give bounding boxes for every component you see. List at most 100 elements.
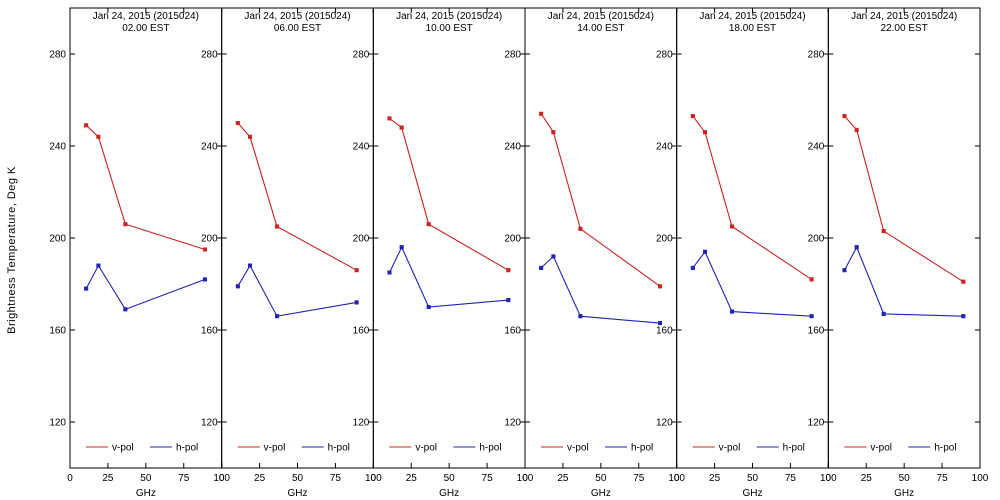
series-h-pol-marker: [84, 286, 89, 291]
x-tick-label: 50: [747, 473, 759, 484]
series-h-pol-line: [85, 264, 206, 310]
y-tick-label: 240: [504, 142, 521, 153]
plot-box: [827, 7, 981, 469]
x-tick-label: 0: [826, 473, 832, 484]
series-h-pol-marker: [235, 284, 240, 289]
y-tick-label: 240: [808, 142, 825, 153]
x-tick-label: 75: [330, 473, 342, 484]
series-v-pol-marker: [123, 222, 128, 227]
panel-title: Jan 24, 2015 (2015024): [851, 11, 957, 22]
panel-2: 120 160 200 240 280 0 25 50 75 100 GHz Jan 24, 2015…: [201, 7, 382, 499]
y-tick-label: 120: [201, 418, 218, 429]
panel-subtitle: 18.00 EST: [729, 23, 776, 34]
x-tick-label: 25: [406, 473, 418, 484]
series-h-pol-marker: [399, 245, 404, 250]
x-tick-label: 75: [633, 473, 645, 484]
x-axis-label: GHz: [894, 488, 914, 499]
panel-3: 120 160 200 240 280 0 25 50 75 100 GHz Jan 24, 2015…: [353, 7, 534, 499]
y-tick-label: 120: [504, 418, 521, 429]
series-v-pol-line: [844, 115, 964, 283]
series-v-pol-marker: [84, 123, 89, 128]
y-tick-label: 120: [656, 418, 673, 429]
series-h-pol-marker: [247, 263, 253, 268]
panels-group: 120 160 200 240 280 0 25 50 75 100 GHz Jan 24, 2015…: [49, 7, 989, 499]
series-h-pol-marker: [854, 245, 859, 250]
y-tick-label: 160: [656, 326, 673, 337]
series-v-pol-marker: [881, 229, 886, 234]
x-tick-label: 100: [972, 473, 989, 484]
series-v-pol-line: [85, 124, 206, 251]
legend-v-pol-label: v-pol: [264, 443, 286, 454]
x-tick-label: 25: [861, 473, 873, 484]
x-tick-label: 0: [522, 473, 528, 484]
series-h-pol-marker: [551, 254, 556, 259]
y-tick-label: 280: [808, 50, 825, 61]
y-tick-label: 240: [49, 142, 66, 153]
series-v-pol-marker: [854, 127, 859, 132]
y-tick-label: 200: [49, 234, 66, 245]
y-axis-title: Brightness Temperature, Deg K: [6, 166, 18, 334]
series-v-pol-marker: [690, 114, 695, 119]
legend-v-pol-label: v-pol: [415, 443, 437, 454]
series-h-pol-marker: [96, 263, 101, 268]
y-tick-label: 120: [49, 418, 66, 429]
x-axis-label: GHz: [591, 488, 611, 499]
series-v-pol-marker: [235, 120, 240, 126]
legend-h-pol-label: h-pol: [479, 443, 501, 454]
x-tick-label: 0: [67, 473, 73, 484]
x-tick-label: 100: [517, 473, 534, 484]
series-v-pol-marker: [399, 125, 404, 130]
y-tick-label: 160: [49, 326, 66, 337]
plot-box: [524, 7, 678, 469]
x-tick-label: 75: [937, 473, 949, 484]
series-h-pol-marker: [961, 314, 966, 319]
series-v-pol-marker: [274, 224, 280, 229]
y-tick-label: 280: [504, 50, 521, 61]
series-v-pol-marker: [657, 284, 663, 289]
y-tick-label: 120: [808, 418, 825, 429]
legend-v-pol-label: v-pol: [112, 443, 134, 454]
y-tick-label: 240: [353, 142, 370, 153]
series-h-pol-marker: [578, 314, 583, 319]
x-tick-label: 0: [371, 473, 377, 484]
series-v-pol-line: [389, 117, 509, 271]
series-v-pol-marker: [96, 134, 101, 139]
x-tick-label: 75: [178, 473, 190, 484]
legend-h-pol-label: h-pol: [631, 443, 653, 454]
panel-title: Jan 24, 2015 (2015024): [244, 11, 350, 22]
series-h-pol-marker: [202, 277, 208, 282]
x-tick-label: 0: [674, 473, 680, 484]
series-h-pol-marker: [426, 304, 431, 310]
x-tick-label: 25: [254, 473, 266, 484]
legend-h-pol-label: h-pol: [934, 443, 956, 454]
panel-title: Jan 24, 2015 (2015024): [93, 11, 199, 22]
y-tick-label: 280: [49, 50, 66, 61]
series-v-pol-marker: [729, 224, 735, 229]
legend-v-pol-label: v-pol: [567, 443, 589, 454]
series-h-pol-marker: [690, 265, 695, 270]
y-tick-label: 240: [201, 142, 218, 153]
y-tick-label: 200: [808, 234, 825, 245]
x-tick-label: 75: [785, 473, 797, 484]
series-h-pol-marker: [842, 268, 847, 273]
series-h-pol-marker: [274, 314, 280, 319]
x-tick-label: 50: [899, 473, 911, 484]
series-v-pol-marker: [539, 111, 544, 116]
x-tick-label: 100: [668, 473, 685, 484]
series-v-pol-marker: [426, 222, 431, 227]
y-tick-label: 200: [656, 234, 673, 245]
panel-6: 120 160 200 240 280 0 25 50 75 100 GHz Jan 24, 2015…: [808, 7, 989, 499]
series-v-pol-line: [692, 115, 812, 280]
series-v-pol-marker: [809, 277, 814, 282]
y-tick-label: 200: [353, 234, 370, 245]
series-h-pol-marker: [354, 300, 359, 305]
x-tick-label: 50: [444, 473, 456, 484]
panel-subtitle: 10.00 EST: [426, 23, 473, 34]
series-v-pol-marker: [551, 130, 556, 135]
x-tick-label: 25: [557, 473, 569, 484]
x-tick-label: 50: [292, 473, 304, 484]
x-tick-label: 25: [102, 473, 114, 484]
plot-box: [69, 7, 223, 469]
